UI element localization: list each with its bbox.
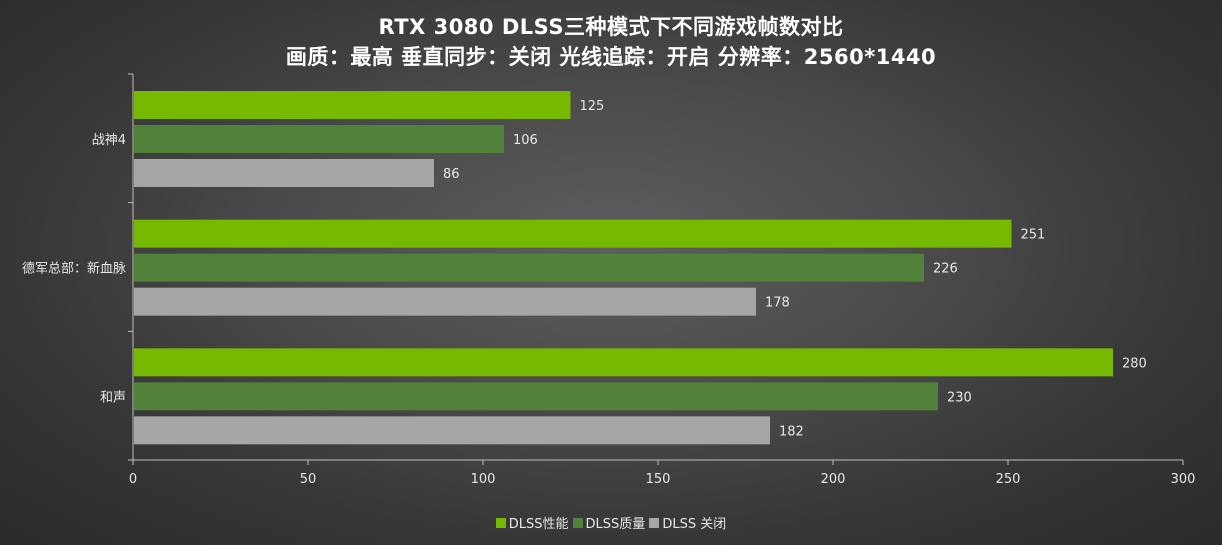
legend-item-dlss-off: DLSS 关闭 — [649, 513, 726, 532]
data-label-dlss-off: 86 — [443, 167, 460, 182]
bar-dlss-performance — [134, 348, 1113, 377]
bar-dlss-performance — [134, 91, 571, 119]
chart-title: RTX 3080 DLSS三种模式下不同游戏帧数对比 — [378, 15, 844, 39]
legend-label-dlss-performance: DLSS性能 — [508, 517, 569, 532]
data-label-dlss-off: 178 — [765, 296, 790, 311]
x-tick-label: 200 — [821, 472, 846, 487]
category-label: 和声 — [100, 390, 126, 405]
legend-label-dlss-quality: DLSS质量 — [585, 517, 646, 532]
chart-legend: DLSS性能 DLSS质量 DLSS 关闭 — [0, 513, 1222, 532]
x-tick-label: 250 — [996, 472, 1021, 487]
bar-dlss-quality — [134, 382, 938, 411]
data-label-dlss-off: 182 — [779, 424, 804, 439]
legend-swatch-dlss-quality — [572, 517, 583, 528]
data-label-dlss-quality: 226 — [933, 262, 958, 277]
legend-label-dlss-off: DLSS 关闭 — [662, 517, 727, 532]
x-tick-label: 300 — [1171, 472, 1196, 487]
data-label-dlss-performance: 280 — [1122, 356, 1147, 371]
bar-dlss-performance — [134, 219, 1012, 248]
category-label: 战神4 — [92, 133, 126, 148]
x-tick-label: 0 — [129, 472, 137, 487]
bar-dlss-off — [134, 416, 770, 445]
data-label-dlss-quality: 106 — [513, 133, 538, 148]
legend-item-dlss-performance: DLSS性能 — [495, 513, 569, 532]
data-label-dlss-quality: 230 — [947, 390, 972, 405]
x-tick-label: 150 — [646, 472, 671, 487]
legend-swatch-dlss-performance — [495, 517, 506, 528]
bar-dlss-quality — [134, 253, 924, 282]
bar-dlss-quality — [134, 125, 504, 153]
bar-dlss-off — [134, 159, 434, 187]
legend-swatch-dlss-off — [649, 517, 660, 528]
category-label: 德军总部：新血脉 — [22, 261, 126, 277]
bar-dlss-off — [134, 287, 756, 316]
chart-subtitle: 画质：最高 垂直同步：关闭 光线追踪：开启 分辨率：2560*1440 — [285, 45, 937, 69]
data-label-dlss-performance: 251 — [1021, 228, 1046, 243]
x-tick-label: 100 — [471, 472, 496, 487]
data-label-dlss-performance: 125 — [580, 99, 605, 114]
x-tick-label: 50 — [300, 472, 317, 487]
legend-item-dlss-quality: DLSS质量 — [572, 513, 646, 532]
